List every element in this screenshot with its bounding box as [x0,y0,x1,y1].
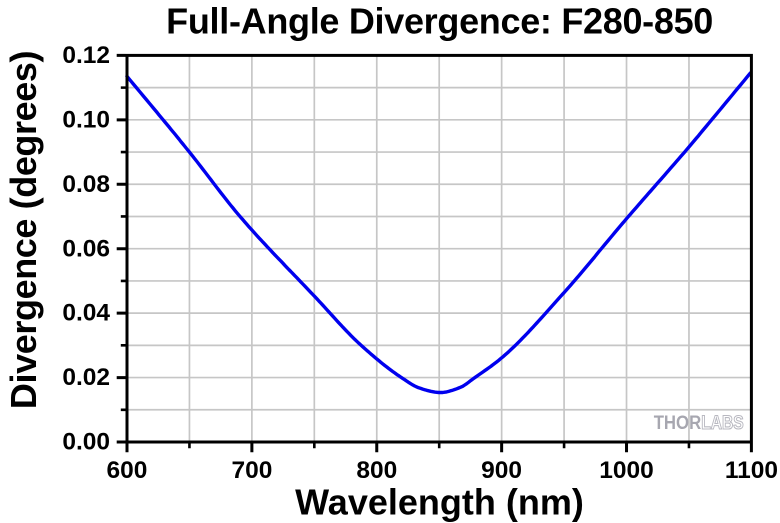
svg-text:700: 700 [231,457,272,484]
svg-text:800: 800 [356,457,397,484]
svg-text:0.08: 0.08 [62,171,110,198]
svg-text:Divergence (degrees): Divergence (degrees) [3,51,44,409]
svg-text:1100: 1100 [725,457,778,484]
svg-text:900: 900 [481,457,522,484]
svg-text:0.10: 0.10 [62,106,110,133]
svg-text:0.04: 0.04 [62,300,110,327]
svg-text:Wavelength (nm): Wavelength (nm) [295,481,584,522]
svg-text:0.00: 0.00 [62,429,110,456]
svg-text:0.06: 0.06 [62,235,110,262]
svg-text:0.12: 0.12 [62,42,110,69]
svg-text:THOR: THOR [654,413,702,434]
svg-text:1000: 1000 [599,457,654,484]
svg-text:600: 600 [107,457,148,484]
svg-text:LABS: LABS [701,413,744,434]
svg-text:0.02: 0.02 [62,364,110,391]
svg-text:Full-Angle Divergence: F280-85: Full-Angle Divergence: F280-850 [166,1,713,42]
